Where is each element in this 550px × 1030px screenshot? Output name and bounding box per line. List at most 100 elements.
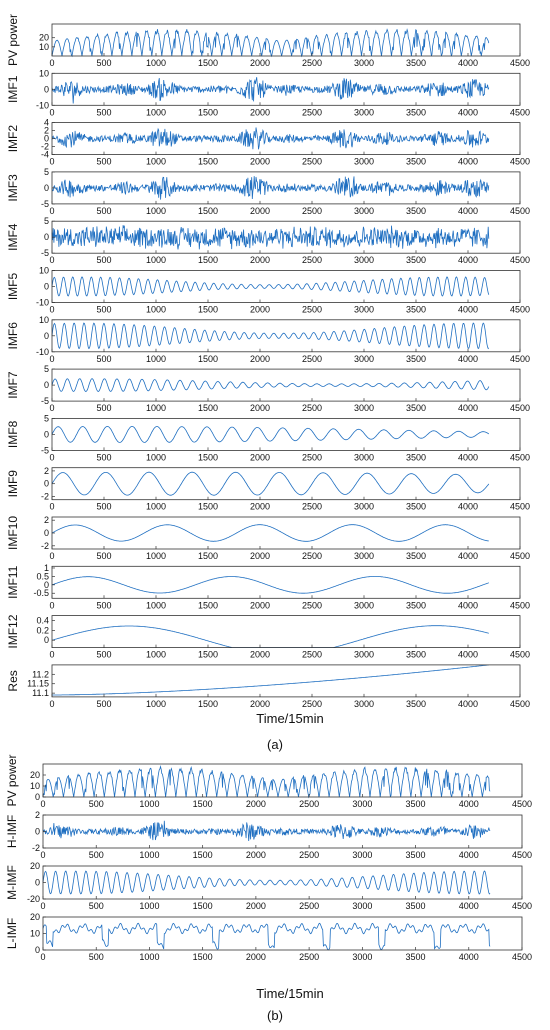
x-tick-label: 3500	[406, 403, 426, 413]
y-tick-label: 4	[44, 118, 49, 128]
y-tick-label: -10	[36, 298, 49, 308]
axes-frame	[42, 916, 523, 951]
x-tick-label: 4500	[510, 157, 530, 167]
x-tick-label: 2000	[250, 58, 270, 68]
x-tick-label: 2000	[250, 157, 270, 167]
series-line	[51, 425, 490, 443]
series-line	[42, 870, 491, 895]
x-tick-label: 2500	[302, 502, 322, 512]
series-line	[51, 322, 490, 350]
x-tick-label: 2500	[302, 452, 322, 462]
x-tick-label: 4500	[512, 952, 532, 962]
x-tick-label: 500	[96, 255, 111, 265]
x-tick-label: 1000	[146, 452, 166, 462]
x-tick-label: 3000	[354, 600, 374, 610]
y-tick-label: 0	[44, 232, 49, 242]
y-tick-label: 0	[44, 282, 49, 292]
x-tick-label: 4000	[458, 403, 478, 413]
y-tick-label: 0	[44, 183, 49, 193]
x-tick-label: 2000	[250, 403, 270, 413]
x-tick-label: 3000	[354, 452, 374, 462]
y-tick-label: 20	[30, 770, 40, 780]
y-tick-label: 0	[44, 84, 49, 94]
series-line	[52, 664, 489, 696]
x-tick-label: 1500	[198, 305, 218, 315]
x-tick-label: 500	[89, 850, 104, 860]
x-tick-label: 3000	[354, 255, 374, 265]
y-tick-label: 2	[44, 515, 49, 525]
y-axis-label: M-IMF	[5, 865, 19, 900]
x-tick-label: 1500	[198, 403, 218, 413]
x-tick-label: 2000	[250, 255, 270, 265]
x-tick-label: 4500	[512, 901, 532, 911]
x-tick-label: 500	[96, 452, 111, 462]
y-tick-label: 10	[39, 315, 49, 325]
x-tick-label: 1500	[193, 799, 213, 809]
panel-b-xlabel: Time/15min	[256, 986, 323, 1001]
x-tick-label: 2000	[246, 952, 266, 962]
x-tick-label: 3500	[406, 354, 426, 364]
y-axis-label: IMF6	[6, 322, 20, 350]
x-tick-label: 1000	[139, 901, 159, 911]
x-tick-label: 4000	[458, 452, 478, 462]
x-tick-label: 1500	[198, 502, 218, 512]
y-axis-label: IMF5	[6, 273, 20, 301]
y-axis-label: H-IMF	[5, 815, 19, 848]
x-tick-label: 2000	[250, 600, 270, 610]
x-tick-label: 4500	[510, 206, 530, 216]
x-tick-label: 1000	[139, 850, 159, 860]
x-tick-label: 2500	[302, 600, 322, 610]
x-tick-label: 2000	[250, 699, 270, 709]
x-tick-label: 3000	[354, 699, 374, 709]
y-tick-label: 0	[44, 134, 49, 144]
x-tick-label: 500	[96, 502, 111, 512]
y-tick-label: 11.2	[32, 669, 49, 679]
x-tick-label: 1000	[139, 799, 159, 809]
x-tick-label: 1000	[146, 502, 166, 512]
x-tick-label: 4000	[458, 255, 478, 265]
y-axis-label: IMF3	[6, 174, 20, 202]
x-tick-label: 0	[49, 403, 54, 413]
x-tick-label: 2000	[250, 452, 270, 462]
x-tick-label: 1500	[198, 452, 218, 462]
x-tick-label: 3500	[406, 901, 426, 911]
x-tick-label: 1500	[198, 600, 218, 610]
x-tick-label: 2000	[250, 305, 270, 315]
x-tick-label: 1500	[193, 850, 213, 860]
x-tick-label: 2000	[250, 650, 270, 660]
x-tick-label: 3000	[354, 551, 374, 561]
series-line	[51, 471, 490, 496]
axes-frame	[51, 23, 521, 57]
x-tick-label: 2500	[302, 551, 322, 561]
x-tick-label: 1500	[198, 255, 218, 265]
x-tick-label: 2500	[302, 354, 322, 364]
y-tick-label: 0	[35, 878, 40, 888]
series-line	[51, 176, 490, 200]
x-tick-label: 500	[96, 699, 111, 709]
x-tick-label: 4500	[512, 850, 532, 860]
y-tick-label: 11.15	[27, 679, 49, 689]
y-tick-label: -0.5	[33, 588, 49, 598]
x-tick-label: 2500	[299, 850, 319, 860]
x-tick-label: 0	[49, 551, 54, 561]
series-line	[51, 576, 489, 594]
y-tick-label: 5	[44, 167, 49, 177]
x-tick-label: 4000	[458, 107, 478, 117]
x-tick-label: 3500	[406, 850, 426, 860]
x-tick-label: 2500	[302, 650, 322, 660]
axes-frame	[51, 565, 521, 599]
x-tick-label: 3000	[352, 952, 372, 962]
y-tick-label: 20	[30, 861, 40, 871]
x-tick-label: 500	[96, 107, 111, 117]
y-tick-label: 5	[44, 364, 49, 374]
x-tick-label: 4500	[510, 354, 530, 364]
y-tick-label: -2	[41, 492, 49, 502]
